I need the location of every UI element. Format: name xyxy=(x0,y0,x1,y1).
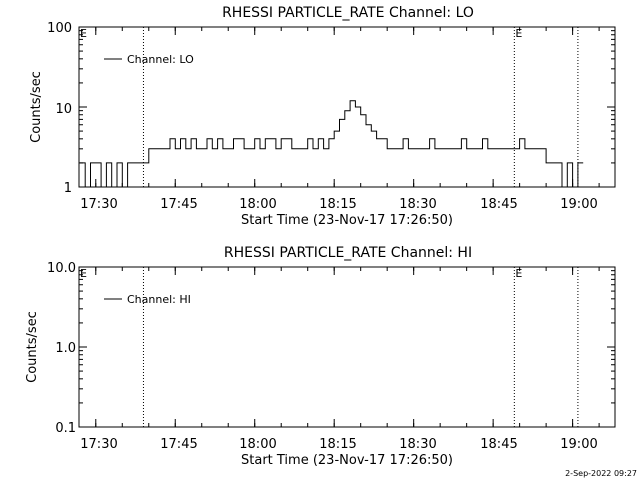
x-axis-label-lo: Start Time (23-Nov-17 17:26:50) xyxy=(241,213,453,228)
x-tick-label-hi-1845: 18:45 xyxy=(480,437,517,452)
x-tick-label-lo-1745: 17:45 xyxy=(160,197,197,212)
chart-title-hi: RHESSI PARTICLE_RATE Channel: HI xyxy=(224,245,472,261)
legend-label-lo: Channel: LO xyxy=(127,53,194,66)
x-tick-label-lo-1730: 17:30 xyxy=(80,197,117,212)
x-tick-label-lo-1845: 18:45 xyxy=(480,197,517,212)
plot-frame-lo xyxy=(78,26,616,188)
y-axis-label-lo: Counts/sec xyxy=(29,71,44,143)
legend-label-hi: Channel: HI xyxy=(127,293,191,306)
y-tick-label-lo-10: 10 xyxy=(55,102,72,117)
event-marker-label: E xyxy=(80,267,87,280)
series-line-lo xyxy=(79,100,584,188)
y-tick-label-hi-1: 1.0 xyxy=(55,341,76,356)
plot-frame-hi xyxy=(78,266,616,428)
footer-date: 2-Sep-2022 09:27 xyxy=(565,469,637,478)
event-marker-label: E xyxy=(515,267,522,280)
axis-ticks-hi xyxy=(79,267,615,428)
y-tick-label-lo-1: 1 xyxy=(64,181,72,196)
x-tick-label-hi-1815: 18:15 xyxy=(319,437,356,452)
x-tick-label-hi-1800: 18:00 xyxy=(239,437,276,452)
y-tick-label-hi-10: 10.0 xyxy=(47,261,76,276)
panel-lo: RHESSI PARTICLE_RATE Channel: LO Counts/… xyxy=(29,5,616,228)
chart-title-lo: RHESSI PARTICLE_RATE Channel: LO xyxy=(222,5,474,21)
x-tick-label-lo-1815: 18:15 xyxy=(319,197,356,212)
event-marker-label: E xyxy=(515,27,522,40)
x-tick-label-hi-1730: 17:30 xyxy=(80,437,117,452)
panel-hi: RHESSI PARTICLE_RATE Channel: HI Counts/… xyxy=(25,245,616,468)
axis-ticks-lo xyxy=(79,27,615,188)
x-tick-label-lo-1830: 18:30 xyxy=(399,197,436,212)
x-tick-label-hi-1830: 18:30 xyxy=(399,437,436,452)
x-tick-label-lo-1900: 19:00 xyxy=(560,197,597,212)
y-tick-label-lo-100: 100 xyxy=(47,21,72,36)
y-tick-label-hi-01: 0.1 xyxy=(55,421,76,436)
x-axis-label-hi: Start Time (23-Nov-17 17:26:50) xyxy=(241,453,453,468)
y-axis-label-hi: Counts/sec xyxy=(25,311,40,383)
x-tick-label-lo-1800: 18:00 xyxy=(239,197,276,212)
x-tick-label-hi-1745: 17:45 xyxy=(160,437,197,452)
x-tick-label-hi-1900: 19:00 xyxy=(560,437,597,452)
event-marker-label: E xyxy=(80,27,87,40)
